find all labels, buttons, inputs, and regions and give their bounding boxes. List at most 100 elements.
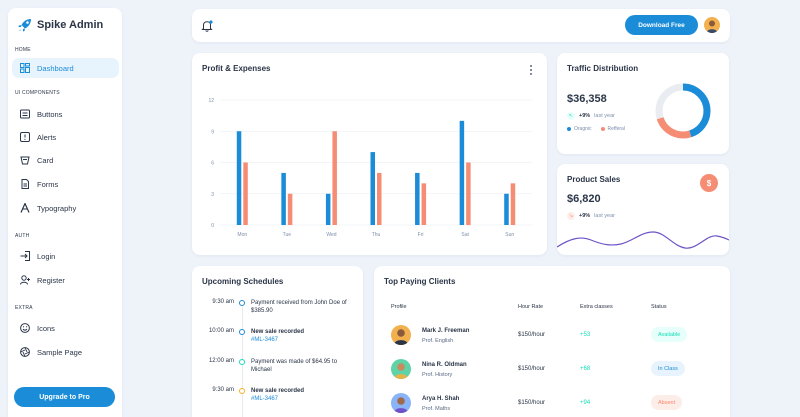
- rocket-logo-icon: [18, 19, 31, 32]
- client-name: Arya H. Shah: [422, 396, 460, 402]
- timeline-text: Payment received from John Doe of $385.9…: [251, 300, 347, 315]
- typography-icon: [20, 203, 30, 213]
- column-header-status: Status: [651, 304, 667, 310]
- sales-value: $6,820: [567, 193, 601, 205]
- table-row[interactable]: Mark J. Freeman Prof. English $150/hour …: [374, 325, 730, 355]
- donut-slice-refferal[interactable]: [655, 83, 711, 139]
- sidebar-item-card[interactable]: Card: [12, 150, 119, 170]
- client-extra: +94: [580, 400, 591, 406]
- bar-expenses-sun[interactable]: [510, 183, 516, 225]
- bar-expenses-tue[interactable]: [287, 193, 293, 225]
- sidebar-item-buttons[interactable]: Buttons: [12, 104, 119, 124]
- status-badge: Available: [651, 327, 688, 342]
- nav-section-auth: AUTH: [15, 233, 30, 239]
- timeline-dot: [239, 359, 245, 365]
- bar-profit-wed[interactable]: [325, 193, 331, 225]
- buttons-icon: [20, 109, 30, 119]
- x-tick-label: Sun: [505, 232, 514, 238]
- timeline-title: New sale recorded: [251, 388, 305, 394]
- timeline-text: New sale recorded #ML-3467: [251, 387, 351, 403]
- profit-expenses-card: Profit & Expenses 0 3 6 9 12 Mon Tue Wed Thu Fri S…: [192, 53, 547, 255]
- dashboard-icon: [20, 63, 30, 73]
- y-tick-label: 0: [211, 223, 214, 229]
- product-sales-card: Product Sales $ $6,820 ↘ +9% last year: [557, 164, 729, 255]
- sidebar: Spike Admin HOME Dashboard UI COMPONENTS…: [8, 8, 122, 417]
- legend-organic: Oragnic: [567, 126, 592, 132]
- card-title: Traffic Distribution: [567, 64, 639, 73]
- bell-icon[interactable]: [200, 19, 214, 33]
- x-tick-label: Wed: [326, 232, 336, 238]
- y-tick-label: 9: [211, 129, 214, 135]
- upgrade-button[interactable]: Upgrade to Pro: [14, 387, 115, 407]
- currency-dollar-icon: $: [700, 174, 718, 192]
- timeline-dot: [239, 329, 245, 335]
- arrow-up-left-icon: ↖: [567, 112, 575, 120]
- login-icon: [20, 251, 30, 261]
- aperture-icon: [20, 347, 30, 357]
- sidebar-item-label: Card: [37, 155, 54, 165]
- sidebar-item-alerts[interactable]: Alerts: [12, 127, 119, 147]
- card-title: Top Paying Clients: [384, 277, 456, 286]
- column-header-profile: Profile: [391, 304, 407, 310]
- card-title: Profit & Expenses: [202, 64, 271, 73]
- timeline-time: 9:30 am: [212, 299, 234, 305]
- traffic-donut-chart: [655, 83, 711, 139]
- bar-profit-sun[interactable]: [504, 193, 509, 225]
- bar-expenses-mon[interactable]: [243, 162, 248, 226]
- forms-icon: [21, 179, 29, 189]
- client-role: Prof. History: [422, 372, 453, 378]
- sidebar-item-sample-page[interactable]: Sample Page: [12, 342, 119, 362]
- bar-profit-fri[interactable]: [415, 172, 420, 225]
- column-header-rate: Hour Rate: [518, 304, 544, 310]
- traffic-distribution-card: Traffic Distribution $36,358 ↖ +9% last …: [557, 53, 729, 154]
- avatar: [391, 393, 411, 413]
- delta-value: +9%: [579, 113, 591, 119]
- x-tick-label: Tue: [283, 232, 292, 238]
- timeline-title: New sale recorded: [251, 329, 305, 335]
- bar-expenses-wed[interactable]: [332, 131, 337, 225]
- card-title: Upcoming Schedules: [202, 277, 284, 286]
- nav-section-extra: EXTRA: [15, 305, 33, 311]
- card-title: Product Sales: [567, 175, 621, 184]
- client-extra: +68: [580, 366, 591, 372]
- sidebar-item-dashboard[interactable]: Dashboard: [12, 58, 119, 78]
- delta-value: +9%: [579, 213, 591, 219]
- sales-sparkline: [557, 231, 729, 249]
- user-avatar[interactable]: [704, 17, 720, 33]
- card-icon: [20, 156, 30, 165]
- client-role: Prof. English: [422, 338, 454, 344]
- download-free-button[interactable]: Download Free: [625, 15, 698, 35]
- client-role: Prof. Maths: [422, 406, 451, 412]
- x-tick-label: Mon: [237, 232, 247, 238]
- timeline-link[interactable]: #ML-3467: [251, 337, 279, 344]
- client-extra: +53: [580, 332, 591, 338]
- brand[interactable]: Spike Admin: [17, 17, 103, 33]
- delta-label: last year: [594, 213, 615, 219]
- bar-profit-mon[interactable]: [236, 131, 242, 225]
- sidebar-item-label: Login: [37, 251, 56, 261]
- client-name: Nina R. Oldman: [422, 362, 467, 368]
- sidebar-item-typography[interactable]: Typography: [12, 198, 119, 218]
- timeline-link[interactable]: #ML-3467: [251, 396, 279, 403]
- bar-expenses-fri[interactable]: [421, 183, 427, 225]
- sidebar-item-forms[interactable]: Forms: [12, 174, 119, 194]
- delta-label: last year: [594, 113, 615, 119]
- bar-expenses-thu[interactable]: [377, 172, 382, 225]
- timeline-dot: [239, 300, 245, 306]
- sidebar-item-icons[interactable]: Icons: [12, 318, 119, 338]
- bar-profit-sat[interactable]: [459, 120, 465, 225]
- table-row[interactable]: Arya H. Shah Prof. Maths $150/hour +94 A…: [374, 393, 730, 417]
- more-vertical-icon[interactable]: [530, 65, 533, 77]
- sidebar-item-login[interactable]: Login: [12, 246, 119, 266]
- timeline-time: 9:30 am: [212, 387, 234, 393]
- y-tick-label: 3: [211, 192, 214, 198]
- bar-expenses-sat[interactable]: [466, 162, 471, 226]
- nav-section-ui: UI COMPONENTS: [15, 90, 60, 96]
- timeline-time: 12:00 am: [208, 358, 234, 364]
- sidebar-item-register[interactable]: Register: [12, 270, 119, 290]
- donut-slice-other[interactable]: [655, 83, 711, 139]
- table-row[interactable]: Nina R. Oldman Prof. History $150/hour +…: [374, 359, 730, 389]
- bar-profit-thu[interactable]: [370, 152, 376, 225]
- bar-profit-tue[interactable]: [281, 172, 286, 225]
- mood-icon: [20, 323, 30, 333]
